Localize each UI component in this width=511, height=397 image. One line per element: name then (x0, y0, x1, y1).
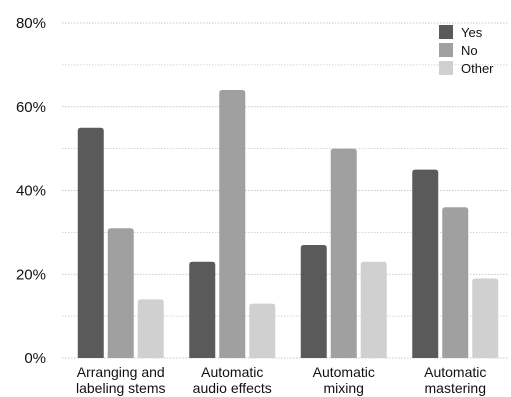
y-axis: 0% 20% 40% 60% 80% (16, 15, 46, 367)
legend-label-other: Other (461, 61, 494, 76)
bar-no (219, 90, 246, 358)
legend-swatch-other (439, 61, 453, 75)
y-tick-label: 60% (16, 99, 46, 116)
bar-no (330, 148, 357, 358)
x-category-label: Automatic audio effects (193, 364, 272, 396)
bar-yes (189, 261, 216, 358)
x-category-label: Automatic mixing (313, 364, 375, 396)
bar-other (249, 303, 276, 358)
y-tick-label: 40% (16, 183, 46, 200)
x-category-label: Arranging and labeling stems (76, 364, 166, 396)
legend: Yes No Other (439, 25, 494, 76)
y-tick-label: 0% (24, 350, 46, 367)
legend-swatch-no (439, 43, 453, 57)
bar-yes (300, 244, 327, 358)
y-tick-label: 80% (16, 15, 46, 32)
bar-other (137, 299, 164, 358)
bar-no (442, 207, 469, 358)
legend-label-yes: Yes (461, 25, 483, 40)
legend-label-no: No (461, 43, 478, 58)
x-axis: Arranging and labeling stems Automatic audi… (76, 364, 486, 396)
bar-other (360, 261, 387, 358)
x-category-label: Automatic mastering (424, 364, 486, 396)
y-tick-label: 20% (16, 266, 46, 283)
bar-yes (412, 169, 439, 358)
bar-other (472, 278, 499, 358)
gridlines (62, 22, 508, 359)
bar-yes (77, 127, 104, 358)
bar-no (107, 228, 134, 358)
bars (77, 90, 499, 358)
legend-swatch-yes (439, 25, 453, 39)
